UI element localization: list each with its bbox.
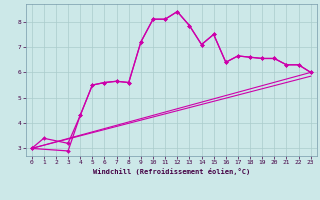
X-axis label: Windchill (Refroidissement éolien,°C): Windchill (Refroidissement éolien,°C) [92,168,250,175]
